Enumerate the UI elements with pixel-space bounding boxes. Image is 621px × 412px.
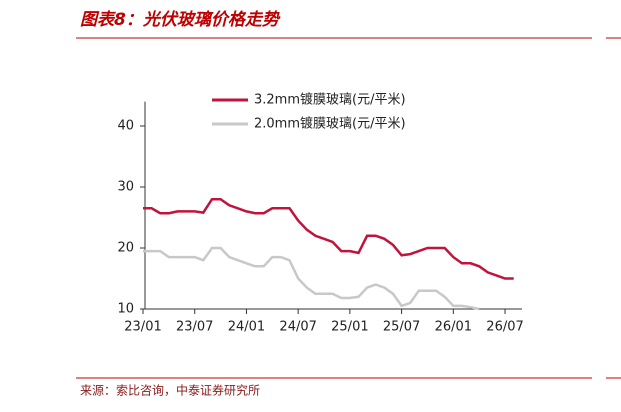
x-tick-label: 26/01: [435, 320, 472, 335]
x-tick-label: 25/07: [383, 320, 420, 335]
x-tick-label: 26/07: [486, 320, 523, 335]
x-tick-label: 23/01: [124, 320, 161, 335]
y-tick-label: 10: [117, 302, 134, 317]
x-tick-label: 23/07: [176, 320, 213, 335]
y-tick-label: 40: [117, 119, 134, 134]
legend-label: 2.0mm镀膜玻璃(元/平米): [254, 116, 406, 132]
x-tick-label: 25/01: [331, 320, 368, 335]
series-line: [143, 197, 514, 280]
y-tick-label: 30: [117, 180, 134, 195]
y-tick-label: 20: [117, 241, 134, 256]
source-note: 来源：索比咨询，中泰证券研究所: [80, 383, 260, 398]
legend-label: 3.2mm镀膜玻璃(元/平米): [254, 92, 406, 108]
series-line: [143, 246, 480, 311]
chart-title: 图表8：光伏玻璃价格走势: [80, 10, 281, 30]
x-tick-label: 24/01: [228, 320, 265, 335]
x-tick-label: 24/07: [279, 320, 316, 335]
